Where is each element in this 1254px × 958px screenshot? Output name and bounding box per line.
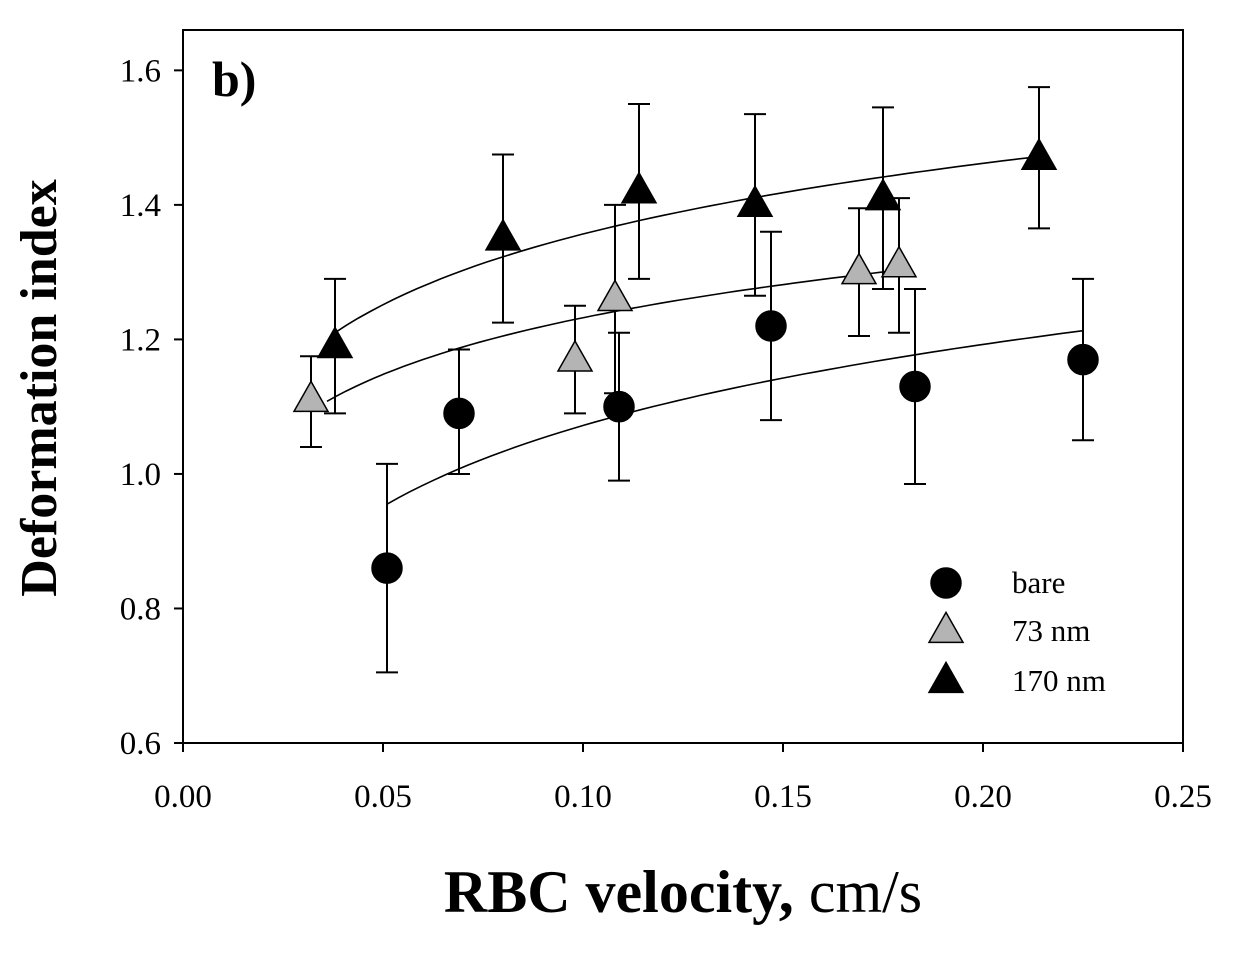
point-bare xyxy=(755,310,787,342)
point-bare xyxy=(603,390,635,423)
axes: 0.00 0.05 0.10 0.15 0.20 0.25 0.6 0.8 1.0 1.2 1.4 1… xyxy=(120,29,1212,815)
x-tick-label: 0.15 xyxy=(754,779,812,815)
point-73-nm xyxy=(596,278,634,312)
point-170-nm xyxy=(316,325,354,359)
y-tick-label: 0.8 xyxy=(120,591,161,627)
point-170-nm xyxy=(736,184,774,218)
legend-item-bare: bare xyxy=(930,565,1065,600)
legend-label: bare xyxy=(1012,565,1065,600)
x-tick-label: 0.25 xyxy=(1154,779,1212,815)
fit-curve-73-nm xyxy=(326,269,900,403)
x-tick-label: 0.10 xyxy=(554,779,612,815)
fit-curve-170-nm xyxy=(334,155,1040,334)
legend: bare 73 nm 170 nm xyxy=(927,565,1106,698)
data-points xyxy=(292,137,1099,584)
legend-marker xyxy=(930,567,962,599)
point-bare xyxy=(443,397,475,430)
y-tick-label: 1.2 xyxy=(120,322,161,358)
y-tick-label: 1.6 xyxy=(120,53,161,89)
x-axis-label-unit: cm/s xyxy=(794,859,922,925)
legend-marker xyxy=(927,660,965,694)
fit-curves xyxy=(326,155,1084,505)
y-axis-label: Deformation index xyxy=(11,179,68,596)
point-73-nm xyxy=(880,245,918,278)
legend-item-73-nm: 73 nm xyxy=(927,610,1090,648)
y-tick-label: 1.4 xyxy=(120,188,161,224)
y-tick-label: 1.0 xyxy=(120,457,161,493)
plot-frame xyxy=(182,29,1184,744)
point-73-nm xyxy=(556,339,594,372)
point-73-nm xyxy=(840,252,878,285)
x-tick-label: 0.20 xyxy=(954,779,1012,815)
point-bare xyxy=(371,552,403,584)
x-axis-label: RBC velocity, cm/s xyxy=(444,859,922,925)
point-73-nm xyxy=(292,379,330,413)
fit-curve-bare xyxy=(386,329,1084,505)
point-bare xyxy=(1067,343,1099,376)
y-tick-label: 0.6 xyxy=(120,726,161,762)
point-170-nm xyxy=(864,178,902,211)
point-bare xyxy=(899,370,931,403)
panel-label: b) xyxy=(212,51,256,107)
point-170-nm xyxy=(1020,137,1058,170)
x-tick-label: 0.05 xyxy=(354,779,412,815)
point-170-nm xyxy=(620,171,658,204)
x-axis-label-main: RBC velocity, xyxy=(444,859,794,925)
legend-label: 170 nm xyxy=(1012,663,1106,698)
x-tick-label: 0.00 xyxy=(154,779,212,815)
legend-marker xyxy=(927,610,965,644)
point-170-nm xyxy=(484,218,522,251)
legend-item-170-nm: 170 nm xyxy=(927,660,1106,698)
legend-label: 73 nm xyxy=(1012,613,1090,648)
